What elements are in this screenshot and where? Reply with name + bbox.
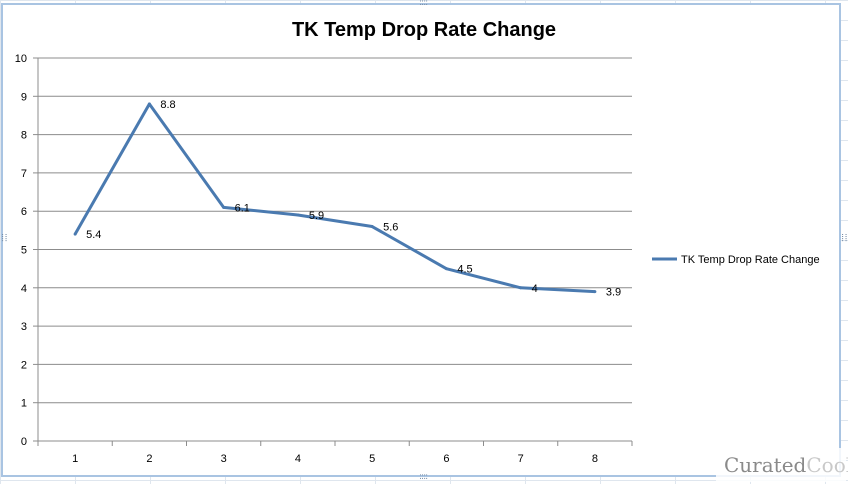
data-point bbox=[370, 225, 374, 229]
data-point bbox=[593, 290, 597, 294]
x-tick-label: 3 bbox=[221, 453, 227, 465]
data-point bbox=[519, 286, 523, 290]
data-point bbox=[147, 102, 151, 106]
y-tick-label: 3 bbox=[21, 321, 27, 333]
y-tick-label: 4 bbox=[21, 283, 27, 295]
data-label: 8.8 bbox=[160, 99, 175, 111]
resize-handle-right-icon[interactable]: :::: bbox=[839, 233, 848, 242]
y-tick-label: 6 bbox=[21, 206, 27, 218]
legend: TK Temp Drop Rate Change bbox=[652, 254, 820, 266]
watermark-word-1: Curated bbox=[724, 453, 807, 477]
resize-handle-left-icon[interactable]: :::: bbox=[0, 233, 9, 242]
x-tick-label: 1 bbox=[72, 453, 78, 465]
x-tick-label: 6 bbox=[443, 453, 449, 465]
data-label: 5.9 bbox=[309, 210, 324, 222]
data-label: 4 bbox=[532, 283, 538, 295]
resize-handle-bottom-icon[interactable]: :::: bbox=[419, 472, 428, 482]
y-tick-label: 5 bbox=[21, 245, 27, 257]
series-line bbox=[73, 102, 595, 294]
y-tick-label: 9 bbox=[21, 91, 27, 103]
watermark-word-2: Cook bbox=[806, 453, 848, 477]
data-label: 3.9 bbox=[606, 287, 621, 299]
y-tick-label: 0 bbox=[21, 436, 27, 448]
data-label: 5.6 bbox=[383, 222, 398, 234]
data-labels: 5.4 8.8 6.1 5.9 5.6 4.5 4 3.9 bbox=[86, 99, 621, 299]
x-tick-label: 5 bbox=[369, 453, 375, 465]
y-tick-label: 2 bbox=[21, 359, 27, 371]
data-label: 5.4 bbox=[86, 229, 101, 241]
y-tick-label: 7 bbox=[21, 168, 27, 180]
axes: 0 1 2 3 4 5 6 7 8 9 10 1 2 3 4 5 6 7 8 bbox=[15, 53, 633, 465]
y-tick-label: 10 bbox=[15, 53, 27, 65]
y-tick-label: 8 bbox=[21, 130, 27, 142]
data-point bbox=[222, 205, 226, 209]
legend-label: TK Temp Drop Rate Change bbox=[681, 254, 820, 266]
resize-handle-top-icon[interactable]: :::: bbox=[419, 0, 428, 8]
x-tick-label: 2 bbox=[146, 453, 152, 465]
y-tick-label: 1 bbox=[21, 398, 27, 410]
x-tick-label: 8 bbox=[592, 453, 598, 465]
data-point bbox=[444, 267, 448, 271]
data-label: 6.1 bbox=[235, 202, 250, 214]
x-tick-label: 4 bbox=[295, 453, 301, 465]
gridlines bbox=[38, 57, 632, 404]
series-layer bbox=[73, 102, 597, 294]
chart-title: TK Temp Drop Rate Change bbox=[292, 19, 556, 41]
x-tick-label: 7 bbox=[518, 453, 524, 465]
data-point bbox=[296, 213, 300, 217]
data-label: 4.5 bbox=[457, 264, 472, 276]
data-point bbox=[73, 232, 77, 236]
watermark-logo: CuratedCook bbox=[716, 448, 848, 482]
